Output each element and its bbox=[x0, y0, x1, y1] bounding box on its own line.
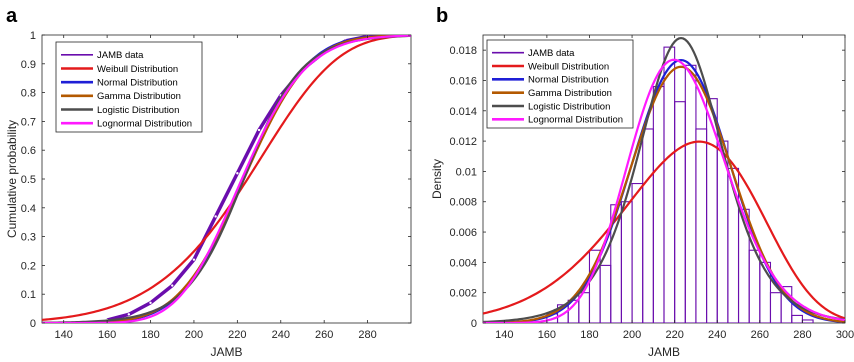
data-point bbox=[257, 128, 261, 132]
series-line-gamma-distribution bbox=[483, 65, 845, 323]
y-tick-label: 0.1 bbox=[21, 289, 36, 301]
histogram-bar bbox=[780, 286, 793, 323]
series-line-lognormal-distribution bbox=[42, 35, 411, 323]
data-point bbox=[192, 258, 196, 261]
data-point bbox=[171, 284, 174, 287]
legend-entry: Weibull Distribution bbox=[97, 64, 178, 75]
x-tick-label: 140 bbox=[495, 329, 513, 341]
x-tick-label: 280 bbox=[358, 329, 376, 341]
legend-entry: Logistic Distribution bbox=[528, 101, 610, 112]
series-line-logistic-distribution bbox=[483, 36, 845, 323]
x-tick-label: 260 bbox=[315, 329, 333, 341]
x-tick-label: 180 bbox=[141, 329, 159, 341]
x-tick-label: 240 bbox=[708, 329, 726, 341]
x-tick-label: 280 bbox=[793, 329, 811, 341]
legend-entry: Normal Distribution bbox=[97, 77, 178, 88]
y-tick-label: 1 bbox=[30, 30, 36, 42]
x-tick-label: 200 bbox=[623, 329, 641, 341]
x-tick-label: 140 bbox=[55, 329, 73, 341]
y-tick-label: 0.3 bbox=[21, 232, 36, 244]
y-tick-label: 0.8 bbox=[21, 88, 36, 100]
y-tick-label: 0.9 bbox=[21, 59, 36, 71]
plot-content bbox=[483, 36, 845, 323]
data-point bbox=[127, 313, 131, 316]
panel-letter: b bbox=[436, 5, 448, 27]
plot-content bbox=[42, 35, 411, 323]
x-tick-label: 160 bbox=[98, 329, 116, 341]
y-tick-label: 0.2 bbox=[21, 260, 36, 272]
y-tick-label: 0.008 bbox=[449, 197, 477, 209]
legend-entry: Lognormal Distribution bbox=[528, 115, 623, 126]
x-tick-label: 300 bbox=[836, 329, 854, 341]
y-tick-label: 0.012 bbox=[449, 136, 477, 148]
chart-panel-b: b 140 160 180 200 220 240 260 280 300 0 0.002 0.004 0… bbox=[430, 5, 854, 359]
y-tick-label: 0 bbox=[30, 318, 36, 330]
y-tick-label: 0.014 bbox=[449, 106, 477, 118]
x-tick-label: 240 bbox=[272, 329, 290, 341]
y-tick-label: 0.4 bbox=[21, 203, 36, 215]
y-axis-label: Cumulative probability bbox=[5, 120, 19, 238]
legend: JAMB data Weibull Distribution Normal Dist… bbox=[55, 41, 203, 133]
data-point bbox=[236, 172, 239, 175]
legend-entry: Logistic Distribution bbox=[97, 105, 179, 116]
histogram-bar bbox=[791, 314, 803, 323]
legend-entry: Normal Distribution bbox=[528, 75, 609, 86]
legend: JAMB data Weibull Distribution Normal Dist… bbox=[486, 39, 634, 129]
y-tick-label: 0.004 bbox=[449, 257, 477, 269]
y-tick-label: 0.6 bbox=[21, 145, 36, 157]
legend-entry: Weibull Distribution bbox=[528, 61, 609, 72]
chart-panel-a: a 140 160 180 200 220 240 260 280 0 0.1 0.2 0.3 0.4 0.… bbox=[5, 5, 412, 359]
y-axis-label: Density bbox=[430, 159, 444, 199]
y-tick-label: 0.016 bbox=[449, 75, 477, 87]
legend-box bbox=[55, 41, 203, 133]
x-tick-label: 220 bbox=[228, 329, 246, 341]
data-point bbox=[149, 301, 152, 305]
legend-entry: Gamma Distribution bbox=[528, 88, 612, 99]
legend-entry: JAMB data bbox=[528, 48, 575, 59]
x-tick-label: 180 bbox=[580, 329, 598, 341]
y-tick-label: 0.006 bbox=[449, 227, 477, 239]
x-axis-label: JAMB bbox=[648, 345, 680, 359]
x-axis-label: JAMB bbox=[210, 345, 242, 359]
panel-letter: a bbox=[6, 5, 18, 27]
y-tick-label: 0.7 bbox=[21, 116, 36, 128]
y-tick-label: 0 bbox=[471, 318, 477, 330]
x-tick-label: 160 bbox=[538, 329, 556, 341]
y-tick-label: 0.018 bbox=[449, 45, 477, 57]
legend-entry: Gamma Distribution bbox=[97, 91, 181, 102]
y-tick-label: 0.5 bbox=[21, 174, 36, 186]
legend-entry: JAMB data bbox=[97, 50, 144, 61]
x-tick-label: 260 bbox=[751, 329, 769, 341]
legend-box bbox=[486, 39, 634, 129]
data-point bbox=[214, 215, 217, 218]
series-line-lognormal-distribution bbox=[483, 58, 845, 323]
legend-entry: Lognormal Distribution bbox=[97, 118, 192, 129]
series-line-weibull-distribution bbox=[483, 140, 845, 320]
x-tick-label: 220 bbox=[665, 329, 683, 341]
y-tick-label: 0.01 bbox=[456, 166, 477, 178]
y-tick-label: 0.002 bbox=[449, 288, 477, 300]
series-line-weibull-distribution bbox=[42, 35, 411, 321]
x-tick-label: 200 bbox=[185, 329, 203, 341]
